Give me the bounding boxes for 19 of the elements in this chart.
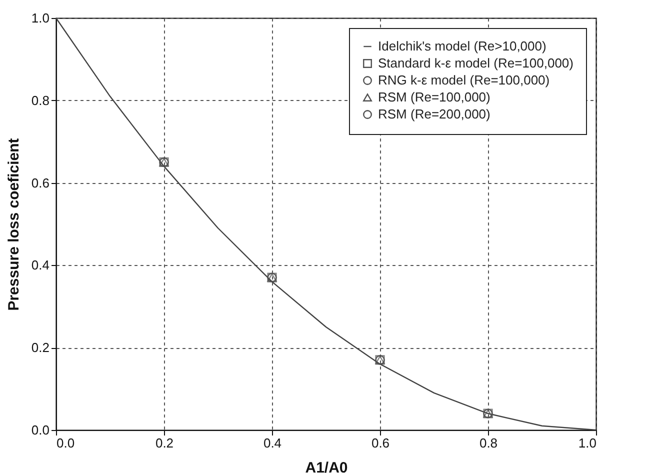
legend-label: RSM (Re=200,000): [378, 106, 490, 122]
y-tick-label: 0.2: [31, 340, 50, 356]
legend-label: Standard k-ε model (Re=100,000): [378, 56, 574, 70]
legend-label: RSM (Re=100,000): [378, 90, 490, 104]
x-tick-label: 0.8: [479, 436, 498, 450]
x-tick-label: 0.2: [155, 436, 174, 450]
y-tick-label: 0.0: [31, 422, 50, 438]
legend-label: Idelchik's model (Re>10,000): [378, 38, 546, 54]
legend-label: RNG k-ε model (Re=100,000): [378, 72, 550, 88]
x-tick-label: 0.4: [263, 436, 282, 450]
y-axis-title: Pressure loss coeficient: [5, 138, 22, 311]
y-tick-label: 0.6: [31, 175, 50, 190]
y-tick-label: 1.0: [31, 10, 50, 26]
x-tick-label: 0.6: [371, 436, 390, 450]
x-tick-label: 0.0: [56, 436, 75, 450]
y-tick-label: 0.8: [31, 92, 50, 108]
y-tick-label: 0.4: [31, 258, 50, 273]
x-tick-label: 1.0: [578, 436, 596, 450]
x-axis-title: A1/A0: [305, 460, 348, 473]
